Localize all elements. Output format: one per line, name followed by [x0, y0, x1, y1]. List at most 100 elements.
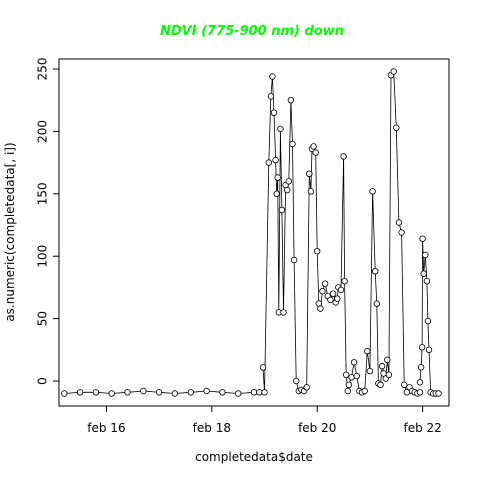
data-point: [350, 359, 358, 366]
data-point: [317, 305, 324, 312]
y-tick-label-4: 200: [36, 120, 50, 143]
data-point: [319, 288, 326, 295]
data-point: [272, 156, 279, 164]
data-point: [416, 379, 424, 386]
data-point: [293, 377, 300, 385]
data-point: [372, 268, 379, 275]
data-point: [274, 174, 281, 181]
y-axis: 0 50 100 150 200 250: [36, 58, 59, 385]
y-tick-label-0: 0: [36, 377, 50, 385]
data-point: [341, 278, 348, 285]
data-point: [280, 309, 287, 316]
data-point: [361, 387, 368, 395]
data-point: [124, 389, 131, 396]
data-point: [390, 68, 397, 75]
data-point: [267, 93, 275, 100]
data-point: [234, 390, 242, 397]
data-point: [369, 188, 376, 195]
data-point: [348, 374, 355, 381]
data-point: [364, 347, 371, 355]
x-tick-label-3: feb 22: [403, 421, 441, 435]
data-point: [289, 140, 296, 148]
data-point: [337, 286, 345, 294]
data-point: [270, 109, 278, 116]
x-axis: feb 16 feb 18 feb 20 feb 22: [87, 406, 442, 435]
data-point: [344, 387, 351, 395]
data-point: [269, 73, 276, 80]
data-point: [395, 219, 403, 226]
data-point: [307, 188, 315, 195]
data-point: [310, 143, 317, 150]
data-point: [259, 364, 267, 371]
data-point: [420, 270, 427, 277]
data-point: [416, 389, 424, 396]
data-point: [285, 178, 292, 185]
data-point: [278, 206, 286, 214]
series-line-4: [374, 70, 421, 394]
x-axis-label: completedata$date: [195, 450, 313, 464]
y-tick-label-2: 100: [36, 245, 50, 268]
y-tick-label-5: 250: [36, 58, 50, 81]
data-point: [140, 387, 147, 395]
data-point: [171, 390, 179, 397]
data-point: [187, 389, 194, 396]
data-point: [219, 389, 226, 396]
data-point: [377, 381, 384, 388]
data-point: [303, 384, 310, 391]
data-point: [385, 371, 393, 378]
data-point: [423, 278, 431, 285]
data-point: [393, 124, 400, 131]
x-tick-label-0: feb 16: [87, 421, 125, 435]
series-line-5: [419, 238, 439, 394]
data-point: [273, 190, 280, 197]
data-point: [290, 256, 298, 264]
data-point: [329, 290, 337, 297]
data-point: [373, 300, 380, 307]
y-axis-label: as.numeric(completedata[, i]): [3, 142, 17, 321]
data-point: [424, 317, 432, 325]
data-point: [422, 251, 429, 259]
data-point: [312, 149, 319, 156]
data-point: [321, 280, 329, 287]
data-point: [155, 389, 163, 396]
data-point: [265, 159, 272, 166]
data-point: [345, 381, 353, 388]
data-point: [435, 390, 442, 397]
data-point: [203, 387, 210, 395]
data-point: [250, 389, 258, 396]
data-point: [417, 364, 425, 371]
data-point: [256, 389, 263, 396]
data-point: [287, 96, 295, 104]
chart-title: NDVI (775-900 nm) down: [160, 24, 344, 39]
data-point: [277, 125, 284, 133]
data-point: [284, 186, 291, 194]
y-tick-label-1: 50: [36, 311, 50, 326]
data-point: [306, 170, 313, 177]
data-point: [384, 356, 391, 363]
data-point: [334, 295, 341, 302]
data-point: [398, 229, 405, 236]
plot-frame: [58, 58, 450, 407]
data-point: [108, 390, 115, 397]
data-point: [401, 381, 408, 388]
data-series: [61, 68, 442, 397]
series-line-1: [262, 76, 310, 393]
data-point: [340, 153, 347, 160]
data-point: [61, 390, 68, 397]
data-point: [378, 362, 386, 370]
data-point: [343, 371, 350, 378]
x-tick-label-2: feb 20: [298, 421, 336, 435]
data-point: [418, 344, 426, 351]
data-point: [327, 296, 334, 304]
data-point: [425, 346, 433, 353]
data-point: [76, 389, 84, 396]
y-tick-label-3: 150: [36, 182, 50, 205]
x-tick-label-1: feb 18: [193, 421, 231, 435]
data-point: [314, 247, 321, 255]
data-point: [353, 372, 360, 380]
data-point: [92, 389, 100, 396]
data-point: [419, 235, 426, 242]
data-point: [261, 389, 268, 396]
data-point: [366, 367, 374, 375]
